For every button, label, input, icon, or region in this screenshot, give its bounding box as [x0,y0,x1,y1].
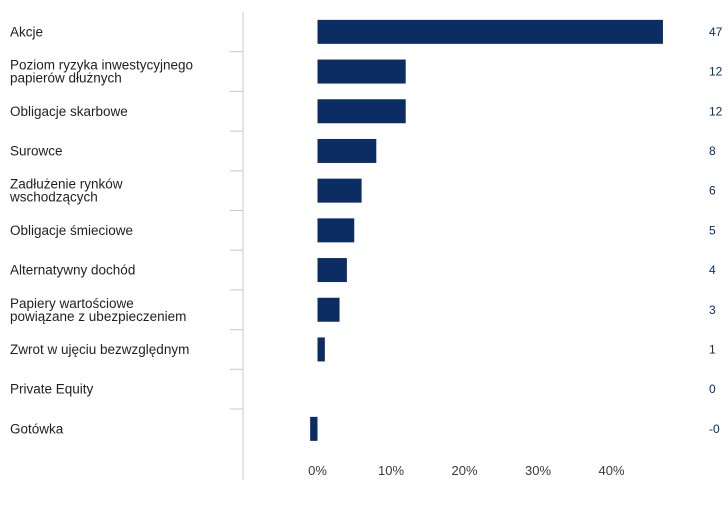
value-label: 1 [709,342,716,356]
value-label: 12 [709,65,723,79]
value-label: 47 [709,25,723,39]
category-label: Poziom ryzyka inwestycyjnego papierów dłu… [10,58,193,86]
bar [317,178,362,203]
x-tick-label: 0% [308,463,327,478]
bar [317,218,355,243]
x-tick-label: 20% [451,463,477,478]
bar [317,99,406,124]
value-label: 4 [709,263,716,277]
category-label: Obligacje śmieciowe [10,223,133,238]
value-label: 8 [709,144,716,158]
category-label: Alternatywny dochód [10,263,135,278]
category-labels: Akcje Poziom ryzyka inwestycyjnego papieró… [9,24,193,436]
bar [317,258,347,283]
value-label: 0 [709,382,716,396]
x-tick-label: 10% [378,463,404,478]
category-label: Zadłużenie rynków wschodzących [9,177,123,205]
bar [317,19,663,44]
value-label: 6 [709,184,716,198]
category-label: Private Equity [10,382,94,397]
category-label: Zwrot w ujęciu bezwzględnym [10,342,189,357]
x-tick-label: 40% [598,463,624,478]
x-tick-label: 30% [525,463,551,478]
bar [317,59,406,84]
category-label: Obligacje skarbowe [10,104,128,119]
category-label: Gotówka [10,421,64,436]
bar [317,337,325,362]
category-label: Akcje [10,24,43,39]
bars [310,19,663,441]
value-label: -0 [709,422,720,436]
x-axis-tick-labels: 0% 10% 20% 30% 40% [308,463,625,478]
value-labels: 47 12 12 8 6 5 4 3 1 0 -0 [709,25,723,436]
bar [310,416,318,441]
bar [317,297,340,322]
value-label: 12 [709,104,723,118]
category-label: Papiery wartościowe powiązane z ubezpiecz… [10,296,186,324]
value-label: 5 [709,223,716,237]
bar [317,138,377,163]
category-axis-ticks [230,51,243,410]
category-label: Surowce [10,143,63,158]
value-label: 3 [709,303,716,317]
